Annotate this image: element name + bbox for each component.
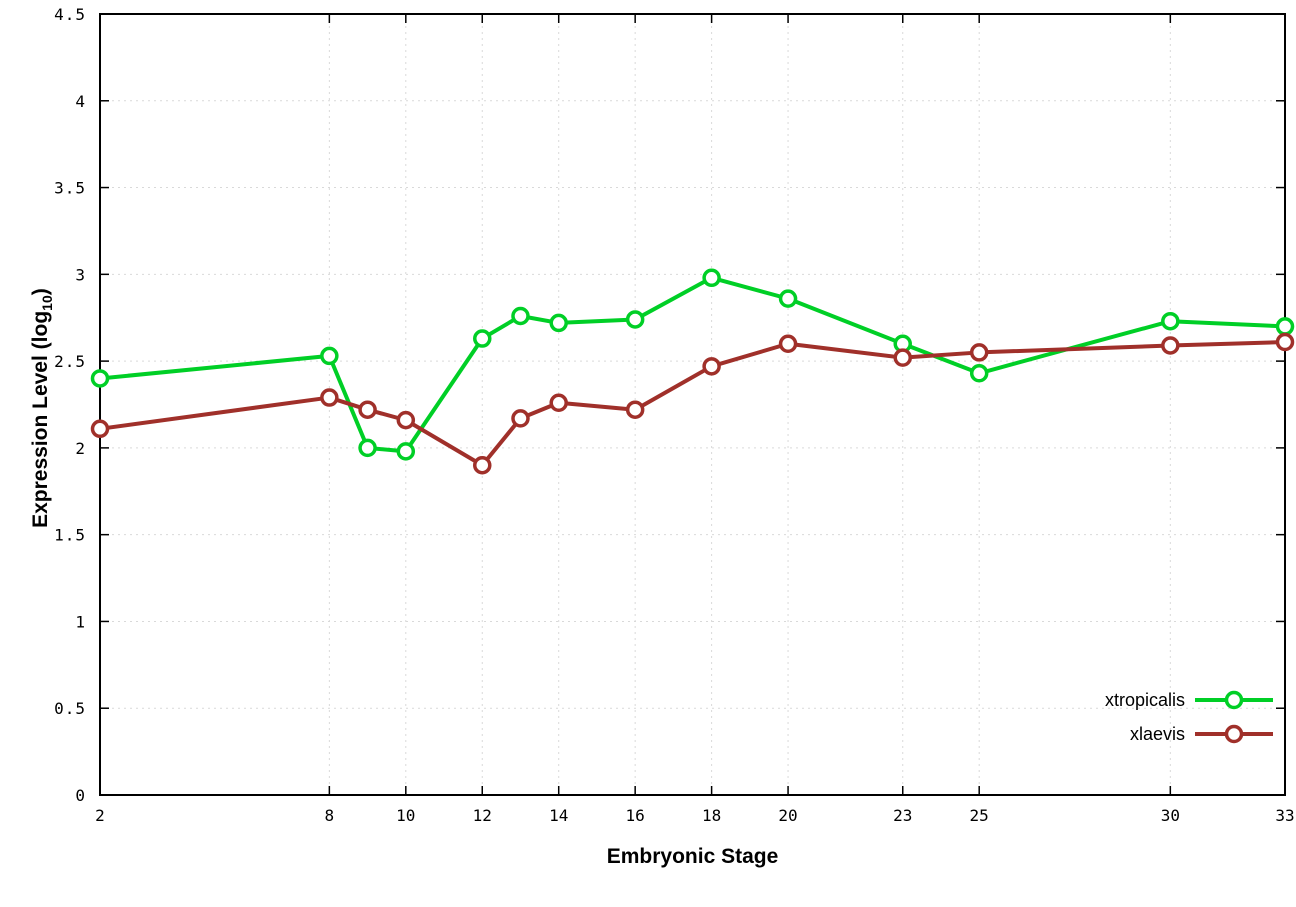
data-point-xlaevis <box>1275 332 1295 352</box>
data-point-xlaevis <box>320 388 339 407</box>
x-tick-label: 16 <box>626 806 645 825</box>
y-tick-label: 3.5 <box>54 179 86 198</box>
data-point-xtropicalis <box>1161 311 1180 331</box>
data-point-xtropicalis <box>396 442 416 461</box>
x-tick-label: 30 <box>1161 806 1180 825</box>
x-tick-label: 12 <box>473 806 492 825</box>
data-point-xlaevis <box>549 393 568 413</box>
data-point-xlaevis <box>511 409 530 428</box>
y-tick-label: 4 <box>75 92 86 111</box>
y-tick-label: 2.5 <box>54 352 86 371</box>
y-axis-title: Expression Level (log10) <box>29 198 55 618</box>
x-tick-label: 25 <box>970 806 989 825</box>
data-point-xlaevis <box>778 334 798 354</box>
y-axis-title-subscript: 10 <box>39 295 56 311</box>
data-point-xlaevis <box>473 455 492 475</box>
data-point-xlaevis <box>396 410 416 430</box>
data-point-xtropicalis <box>320 346 339 366</box>
data-point-xlaevis <box>969 343 989 362</box>
data-point-xtropicalis <box>358 438 377 458</box>
y-tick-label: 2 <box>75 439 86 458</box>
data-point-xtropicalis <box>473 329 492 348</box>
y-tick-label: 1.5 <box>54 526 86 545</box>
data-point-xtropicalis <box>702 268 721 288</box>
x-tick-label: 10 <box>396 806 415 825</box>
y-tick-label: 0.5 <box>54 699 86 718</box>
y-tick-label: 1 <box>75 612 86 631</box>
data-point-xtropicalis <box>625 310 645 329</box>
y-tick-label: 4.5 <box>54 5 86 24</box>
legend-label-xlaevis: xlaevis <box>1130 724 1185 744</box>
data-point-xtropicalis <box>778 289 798 308</box>
data-point-xtropicalis <box>549 313 568 333</box>
legend-sample-marker-xtropicalis <box>1224 690 1244 710</box>
x-axis-title: Embryonic Stage <box>606 845 779 868</box>
legend-sample-marker-xlaevis <box>1224 724 1244 744</box>
x-tick-label: 14 <box>549 806 568 825</box>
data-point-xlaevis <box>625 400 645 419</box>
data-point-xlaevis <box>1161 336 1180 355</box>
x-tick-label: 18 <box>702 806 721 825</box>
x-tick-label: 8 <box>325 806 335 825</box>
x-tick-label: 20 <box>778 806 797 825</box>
data-point-xlaevis <box>702 357 721 376</box>
data-point-xtropicalis <box>969 364 989 383</box>
data-point-xlaevis <box>90 419 110 439</box>
y-tick-label: 3 <box>75 265 86 284</box>
x-tick-label: 2 <box>95 806 105 825</box>
plot-border <box>99 13 1286 796</box>
y-tick-label: 0 <box>75 786 86 805</box>
data-point-xtropicalis <box>1275 317 1295 336</box>
y-axis-title-text: Expression Level (log <box>28 310 52 528</box>
x-tick-label: 33 <box>1275 806 1294 825</box>
y-axis-title-close: ) <box>28 288 52 296</box>
data-point-xtropicalis <box>90 369 110 388</box>
legend-label-xtropicalis: xtropicalis <box>1105 690 1185 710</box>
data-point-xtropicalis <box>511 306 530 326</box>
data-point-xlaevis <box>358 400 377 419</box>
data-point-xlaevis <box>893 348 912 367</box>
series-line-xtropicalis <box>98 275 1287 454</box>
x-tick-label: 23 <box>893 806 912 825</box>
